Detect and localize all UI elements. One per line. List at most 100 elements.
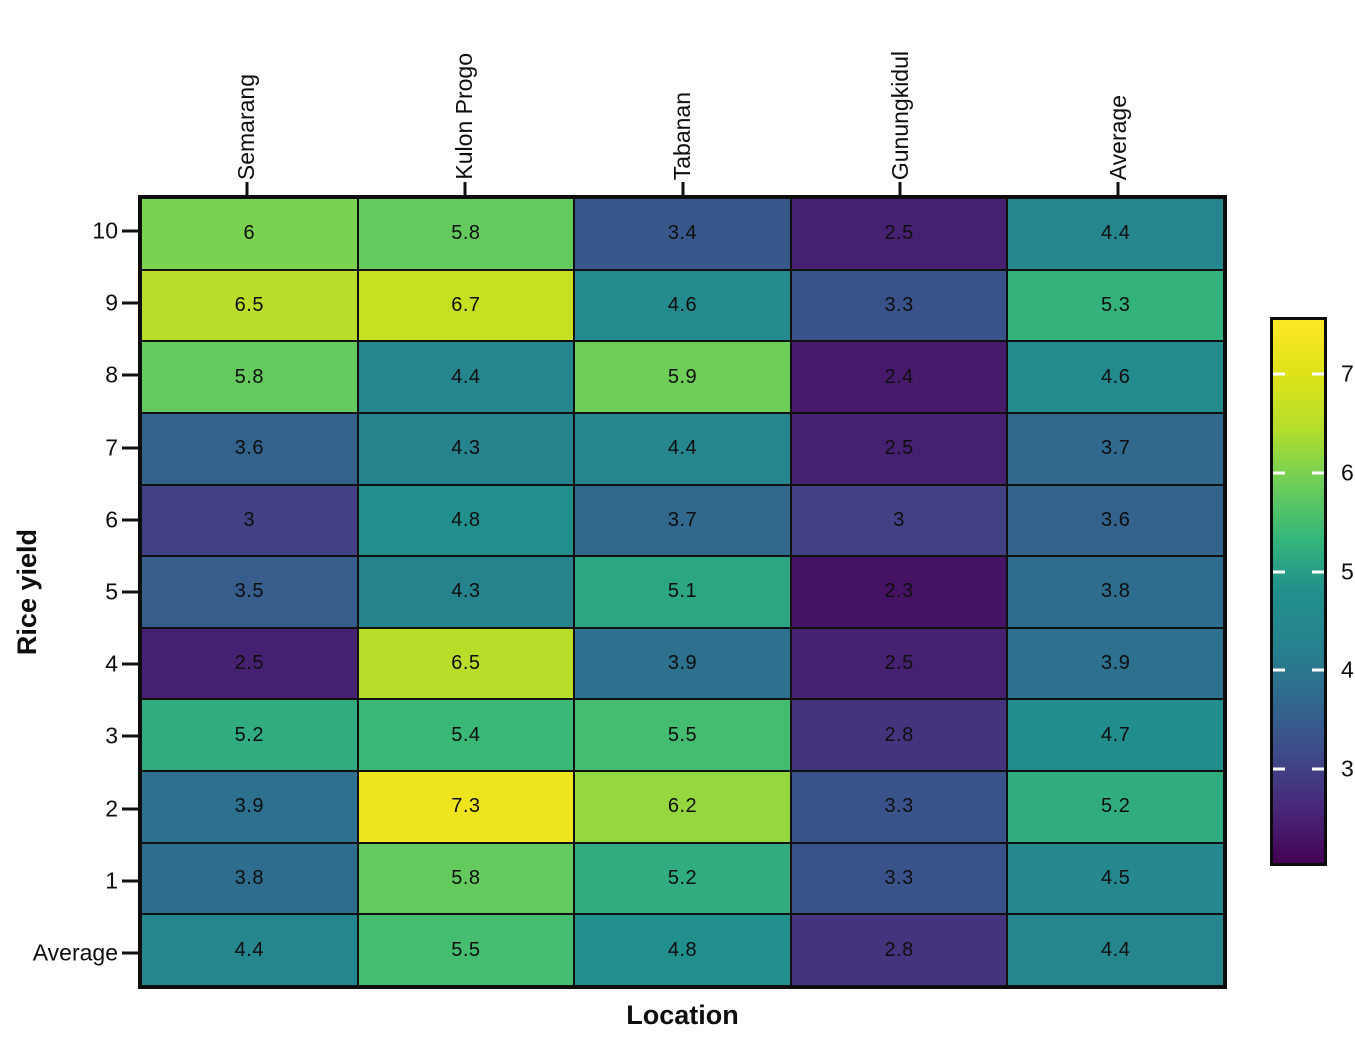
y-tick-label: 6 (105, 506, 118, 533)
y-tick-mark (122, 373, 138, 377)
cell-value-label: 5.9 (667, 365, 698, 388)
cell-value-label: 3.5 (234, 580, 264, 603)
colorbar-tick-mark (1312, 471, 1324, 475)
heatmap-cell: 3.8 (141, 842, 358, 915)
cell-value-label: 5.8 (451, 867, 481, 890)
colorbar-tick-mark (1273, 372, 1285, 376)
heatmap-cell: 3 (790, 484, 1008, 557)
heatmap-cell: 2.5 (790, 198, 1008, 270)
cell-value-label: 4.4 (234, 938, 264, 961)
heatmap-cell: 6.5 (357, 627, 575, 700)
cell-value-label: 5.5 (667, 723, 698, 746)
heatmap-cell: 4.4 (357, 341, 575, 413)
colorbar-tick-label: 7 (1341, 360, 1354, 387)
y-tick-label: 7 (105, 434, 118, 461)
cell-value-label: 4.8 (667, 938, 698, 961)
cell-value-label: 2.8 (884, 723, 914, 746)
y-tick-mark (122, 518, 138, 522)
y-axis-title-label: Rice yield (11, 528, 42, 656)
x-tick-label-text: Average (1104, 94, 1131, 180)
heatmap-cell: 3.7 (1007, 412, 1224, 485)
heatmap-cell: 3.5 (141, 556, 358, 628)
heatmap-cell: 5.2 (1007, 771, 1224, 843)
colorbar-tick-mark (1312, 372, 1324, 376)
cell-value-label: 3.3 (884, 867, 914, 890)
y-tick-label: 8 (105, 361, 118, 388)
cell-value-label: 5.8 (234, 365, 264, 388)
colorbar (1270, 317, 1327, 866)
x-tick-label: Average (1101, 0, 1135, 180)
colorbar-tick-mark (1273, 767, 1285, 771)
heatmap-cell: 4.3 (357, 412, 575, 485)
cell-value-label: 2.5 (234, 652, 264, 675)
cell-value-label: 3 (893, 508, 905, 531)
cell-value-label: 4.4 (1101, 938, 1131, 961)
cell-value-label: 2.5 (884, 437, 914, 460)
heatmap-cell: 4.5 (1007, 842, 1224, 915)
cell-value-label: 3.9 (234, 795, 264, 818)
y-tick-mark (122, 807, 138, 811)
heatmap-cell: 3.8 (1007, 556, 1224, 628)
heatmap-cell: 4.8 (357, 484, 575, 557)
heatmap-cell: 2.8 (790, 914, 1008, 986)
cell-value-label: 3.8 (1101, 580, 1131, 603)
colorbar-tick-label: 5 (1341, 558, 1354, 585)
cell-value-label: 3.8 (234, 867, 264, 890)
cell-value-label: 5.5 (451, 938, 481, 961)
cell-value-label: 7.3 (451, 795, 481, 818)
colorbar-tick-mark (1312, 570, 1324, 574)
cell-value-label: 3.9 (667, 652, 698, 675)
cell-value-label: 2.5 (884, 652, 914, 675)
heatmap-cell: 3.9 (574, 627, 791, 700)
heatmap-cell: 3.7 (574, 484, 791, 557)
heatmap-cell: 4.7 (1007, 699, 1224, 772)
heatmap-cell: 3.4 (574, 198, 791, 270)
cell-value-label: 6 (243, 222, 256, 245)
heatmap-cell: 4.4 (1007, 198, 1224, 270)
heatmap-cell: 2.8 (790, 699, 1008, 772)
x-tick-label: Tabanan (666, 0, 700, 180)
cell-value-label: 3.7 (1101, 437, 1131, 460)
heatmap-cell: 4.4 (1007, 914, 1224, 986)
heatmap-cell: 5.8 (357, 842, 575, 915)
heatmap-cell: 3 (141, 484, 358, 557)
heatmap-cell: 6 (141, 198, 358, 270)
x-tick-mark (681, 182, 684, 195)
cell-value-label: 4.6 (667, 293, 698, 316)
x-tick-label: Gunungkidul (883, 0, 917, 180)
x-tick-label: Semarang (230, 0, 264, 180)
heatmap-cell: 5.8 (141, 341, 358, 413)
y-tick-mark (122, 662, 138, 666)
heatmap-cell: 5.1 (574, 556, 791, 628)
cell-value-label: 6.7 (451, 293, 481, 316)
colorbar-tick-label: 4 (1341, 656, 1354, 683)
heatmap-cell: 2.5 (141, 627, 358, 700)
cell-value-label: 3.3 (884, 293, 914, 316)
cell-value-label: 6.2 (667, 795, 698, 818)
y-tick-label: 4 (105, 650, 118, 677)
y-tick-mark (122, 951, 138, 955)
cell-value-label: 3.6 (234, 437, 264, 460)
x-axis-title: Location (626, 1000, 739, 1030)
cell-value-label: 6.5 (234, 293, 264, 316)
y-tick-mark (122, 734, 138, 738)
y-tick-label: Average (32, 939, 118, 966)
x-tick-label-text: Semarang (233, 73, 260, 180)
heatmap-cell: 4.3 (357, 556, 575, 628)
heatmap-cell: 6.5 (141, 269, 358, 342)
heatmap-cell: 5.2 (574, 842, 791, 915)
y-tick-label: 10 (92, 217, 118, 244)
cell-value-label: 4.4 (451, 365, 481, 388)
cell-value-label: 2.8 (884, 938, 914, 961)
heatmap-cell: 4.6 (574, 269, 791, 342)
y-tick-mark (122, 879, 138, 883)
heatmap-cell: 4.4 (141, 914, 358, 986)
cell-value-label: 2.3 (884, 580, 914, 603)
heatmap-cell: 7.3 (357, 771, 575, 843)
cell-value-label: 6.5 (451, 652, 481, 675)
cell-value-label: 5.1 (667, 580, 698, 603)
x-tick-label-text: Gunungkidul (886, 50, 913, 180)
heatmap-cell: 5.9 (574, 341, 791, 413)
x-tick-mark (1116, 182, 1120, 195)
cell-value-label: 4.3 (451, 580, 481, 603)
